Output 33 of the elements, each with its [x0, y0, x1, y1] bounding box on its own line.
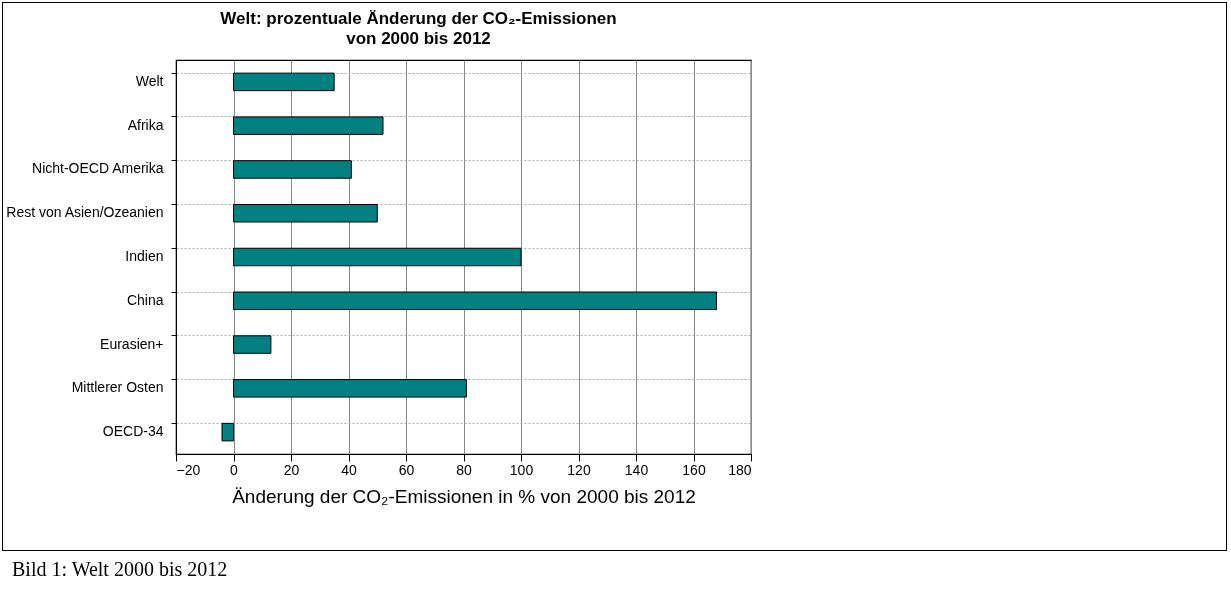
x-tick-label: −20: [176, 461, 201, 478]
bar: [233, 203, 378, 223]
bar: [233, 160, 352, 179]
chart-title: Welt: prozentuale Änderung der CO₂-Emissionen: [220, 9, 617, 28]
y-tick-label: Nicht-OECD Amerika: [32, 160, 164, 177]
y-tick-label: Indien: [125, 248, 164, 264]
bar: [233, 72, 335, 92]
x-tick-label: 20: [283, 461, 300, 478]
x-tick-label: 40: [341, 461, 357, 478]
x-axis-title: Änderung der CO₂-Emissionen in % von 2000 bis 2012: [232, 485, 696, 507]
bar: [233, 247, 522, 267]
y-tick-label: Welt: [135, 72, 164, 89]
x-tick-label: 160: [682, 461, 706, 478]
bar: [233, 379, 467, 398]
y-tick-label: Afrika: [127, 116, 164, 133]
y-tick-label: Mittlerer Osten: [71, 379, 164, 396]
x-tick-label: 0: [230, 461, 239, 478]
y-tick-label: Rest von Asien/Ozeanien: [6, 204, 164, 221]
bar: [233, 291, 717, 311]
y-tick-label: Eurasien+: [100, 335, 164, 352]
y-tick-label: China: [126, 291, 164, 308]
x-tick-label: 60: [398, 461, 415, 478]
chart-subtitle: von 2000 bis 2012: [346, 29, 491, 48]
bar: [233, 116, 384, 135]
x-tick-label: 100: [509, 461, 534, 478]
bar: [233, 335, 272, 354]
x-tick-label: 180: [728, 461, 752, 478]
y-tick-label: OECD-34: [102, 423, 164, 440]
x-tick-label: 140: [624, 461, 649, 478]
text: Bild 1: Welt 2000 bis 2012: [12, 558, 228, 581]
x-tick-label: 80: [456, 461, 472, 478]
bar: [221, 422, 234, 442]
x-tick-label: 120: [567, 461, 591, 478]
